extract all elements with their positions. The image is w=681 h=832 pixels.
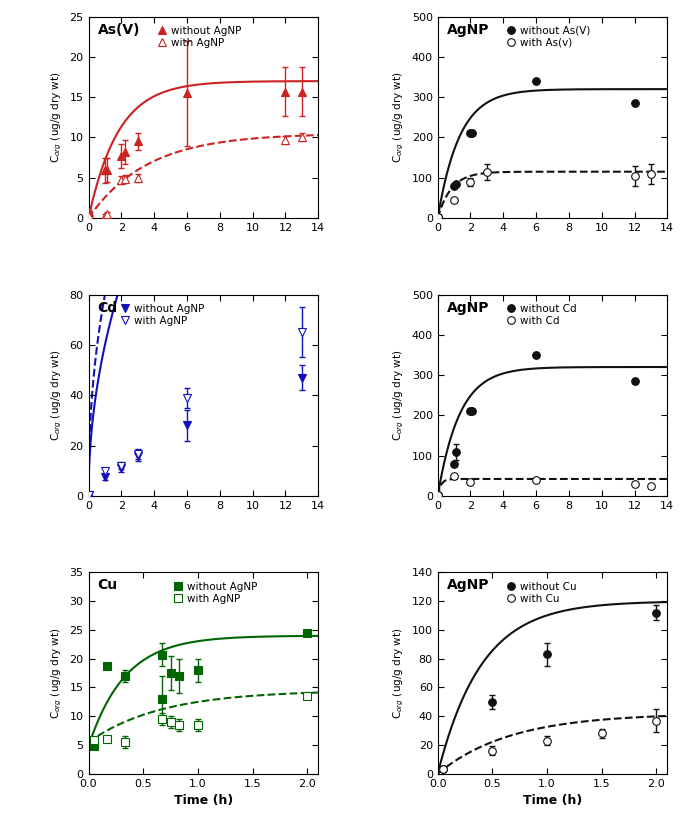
Legend: without Cu, with Cu: without Cu, with Cu <box>507 582 576 604</box>
Legend: without AgNP, with AgNP: without AgNP, with AgNP <box>121 304 204 326</box>
Y-axis label: C$_{org}$ (ug/g dry wt): C$_{org}$ (ug/g dry wt) <box>392 349 406 441</box>
X-axis label: Time (h): Time (h) <box>174 795 233 807</box>
Legend: without AgNP, with AgNP: without AgNP, with AgNP <box>174 582 257 604</box>
Text: AgNP: AgNP <box>447 22 490 37</box>
X-axis label: Time (h): Time (h) <box>523 795 582 807</box>
Y-axis label: C$_{org}$ (ug/g dry wt): C$_{org}$ (ug/g dry wt) <box>50 627 64 719</box>
Y-axis label: C$_{org}$ (ug/g dry wt): C$_{org}$ (ug/g dry wt) <box>50 72 64 163</box>
Text: AgNP: AgNP <box>447 300 490 314</box>
Y-axis label: C$_{org}$ (ug/g dry wt): C$_{org}$ (ug/g dry wt) <box>392 627 406 719</box>
Y-axis label: C$_{org}$ (ug/g dry wt): C$_{org}$ (ug/g dry wt) <box>392 72 406 163</box>
Legend: without Cd, with Cd: without Cd, with Cd <box>507 304 576 326</box>
Text: Cd: Cd <box>97 300 118 314</box>
Legend: without As(V), with As(v): without As(V), with As(v) <box>507 26 590 48</box>
Legend: without AgNP, with AgNP: without AgNP, with AgNP <box>158 26 241 48</box>
Y-axis label: C$_{org}$ (ug/g dry wt): C$_{org}$ (ug/g dry wt) <box>50 349 64 441</box>
Text: As(V): As(V) <box>97 22 140 37</box>
Text: Cu: Cu <box>97 578 118 592</box>
Text: AgNP: AgNP <box>447 578 490 592</box>
